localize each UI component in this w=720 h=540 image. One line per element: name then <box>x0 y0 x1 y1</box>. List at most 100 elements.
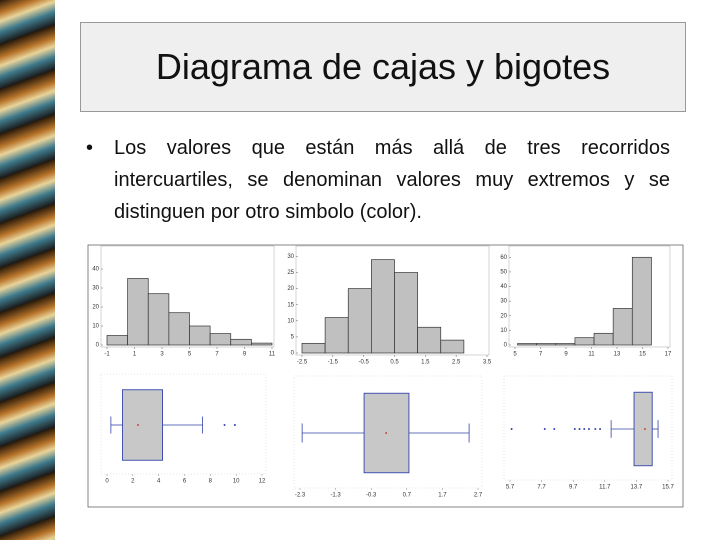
y-tick-label: 10 <box>92 324 99 330</box>
x-tick-label: 4 <box>157 479 161 485</box>
x-tick-label: 1.7 <box>438 493 447 499</box>
x-tick-label: -0.5 <box>358 360 369 366</box>
histogram-bar <box>631 256 652 346</box>
x-tick-label: 17 <box>665 352 672 358</box>
x-tick-label: 5.7 <box>506 485 515 491</box>
histogram-bar <box>517 343 538 346</box>
x-tick-label: -1.5 <box>328 360 339 366</box>
histogram-bar <box>593 332 614 346</box>
y-tick-label: 50 <box>500 270 507 276</box>
histogram-bar <box>440 339 465 354</box>
x-tick-label: -0.3 <box>366 493 377 499</box>
x-tick-label: 15.7 <box>662 485 674 491</box>
histogram-bar <box>106 335 128 346</box>
histogram-bar <box>189 325 211 346</box>
histogram-bar <box>612 308 633 346</box>
y-tick-label: 30 <box>500 299 507 305</box>
y-tick-label: 10 <box>287 318 294 324</box>
plot-frame <box>508 245 671 348</box>
outlier <box>543 428 546 430</box>
x-tick-label: 10 <box>233 479 240 485</box>
histogram-bar <box>168 312 190 346</box>
x-tick-label: 9.7 <box>569 485 578 491</box>
y-tick-label: 30 <box>92 286 99 292</box>
x-tick-label: 2.7 <box>474 493 483 499</box>
x-tick-label: 1.5 <box>421 360 430 366</box>
x-tick-label: 8 <box>209 479 213 485</box>
y-tick-label: 0 <box>96 343 100 349</box>
bullet-text: Los valores que están más allá de tres r… <box>86 132 670 228</box>
dna-decoration <box>0 0 55 540</box>
slide-title: Diagrama de cajas y bigotes <box>80 22 686 112</box>
x-tick-label: 3 <box>160 352 164 358</box>
x-tick-label: 5 <box>513 352 517 358</box>
x-tick-label: 2 <box>131 479 135 485</box>
x-tick-label: 0.7 <box>403 493 412 499</box>
histogram-bar <box>555 343 576 346</box>
y-tick-label: 0 <box>291 351 295 357</box>
plot-frame <box>293 375 483 489</box>
y-tick-label: 0 <box>504 343 508 349</box>
y-tick-label: 10 <box>500 328 507 334</box>
x-tick-label: 13.7 <box>631 485 643 491</box>
plot-frame <box>503 375 673 481</box>
histogram-bar <box>574 337 595 346</box>
y-tick-label: 20 <box>500 313 507 319</box>
x-tick-label: 12 <box>259 479 266 485</box>
outlier <box>553 428 556 430</box>
histogram-bar <box>301 342 326 354</box>
box <box>122 389 163 461</box>
x-tick-label: 11 <box>269 352 276 358</box>
charts-frame <box>87 244 684 508</box>
y-tick-label: 15 <box>287 302 294 308</box>
median <box>644 428 646 430</box>
plot-frame <box>295 245 490 356</box>
histogram-bar <box>127 278 149 346</box>
outlier <box>599 428 602 430</box>
outlier <box>510 428 513 430</box>
outlier <box>233 424 236 426</box>
y-tick-label: 20 <box>287 286 294 292</box>
x-tick-label: 11 <box>588 352 595 358</box>
y-tick-label: 20 <box>92 305 99 311</box>
y-tick-label: 40 <box>92 267 99 273</box>
x-tick-label: -2.5 <box>297 360 308 366</box>
x-tick-label: 13 <box>614 352 621 358</box>
x-tick-label: 0.5 <box>390 360 399 366</box>
y-tick-label: 30 <box>287 254 294 260</box>
histogram-bar <box>394 272 418 354</box>
plot-frame <box>100 373 267 475</box>
y-tick-label: 25 <box>287 270 294 276</box>
outlier <box>583 428 586 430</box>
box <box>633 391 653 467</box>
x-tick-label: 9 <box>243 352 247 358</box>
outlier <box>578 428 581 430</box>
y-tick-label: 60 <box>500 255 507 261</box>
x-tick-label: 3.5 <box>483 360 492 366</box>
outlier <box>594 428 597 430</box>
histogram-bar <box>347 288 372 354</box>
histogram-bar <box>324 317 349 354</box>
histogram-bar <box>251 342 273 346</box>
x-tick-label: 11.7 <box>599 485 611 491</box>
outlier <box>573 428 576 430</box>
median <box>385 432 388 434</box>
x-tick-label: 9 <box>564 352 568 358</box>
x-tick-label: -1 <box>104 352 110 358</box>
x-tick-label: 0 <box>105 479 109 485</box>
histogram-bar <box>230 338 252 346</box>
plot-frame <box>100 245 275 348</box>
histogram-bar <box>536 343 557 346</box>
x-tick-label: 6 <box>183 479 187 485</box>
y-tick-label: 40 <box>500 284 507 290</box>
outlier <box>223 424 226 426</box>
median <box>137 424 139 426</box>
x-tick-label: 7 <box>215 352 219 358</box>
outlier <box>588 428 590 430</box>
x-tick-label: -1.3 <box>330 493 341 499</box>
histogram-bar <box>209 333 232 346</box>
x-tick-label: 7.7 <box>537 485 546 491</box>
x-tick-label: 2.5 <box>452 360 461 366</box>
